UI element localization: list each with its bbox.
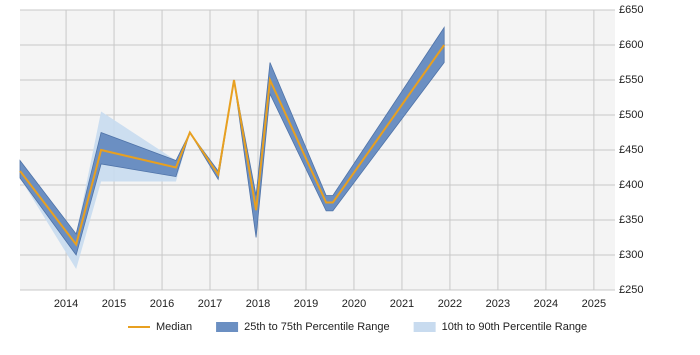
median-line [19, 44, 445, 247]
x-tick-label: 2015 [102, 298, 126, 310]
y-tick-label: £600 [619, 39, 643, 51]
y-tick-label: £650 [619, 4, 643, 16]
y-tick-label: £550 [619, 74, 643, 86]
x-tick-label: 2022 [438, 298, 462, 310]
x-tick-label: 2019 [294, 298, 318, 310]
x-tick-label: 2016 [150, 298, 174, 310]
y-tick-label: £250 [619, 284, 643, 296]
x-tick-label: 2017 [198, 298, 222, 310]
legend-label: 25th to 75th Percentile Range [244, 321, 390, 333]
legend-swatch [216, 322, 239, 332]
x-tick-label: 2018 [246, 298, 270, 310]
y-tick-label: £300 [619, 249, 643, 261]
y-tick-label: £350 [619, 214, 643, 226]
x-tick-label: 2023 [486, 298, 510, 310]
x-tick-label: 2014 [54, 298, 78, 310]
x-tick-label: 2024 [534, 298, 558, 310]
x-tick-label: 2020 [342, 298, 366, 310]
y-tick-label: £450 [619, 144, 643, 156]
legend-label: 10th to 90th Percentile Range [442, 321, 588, 333]
x-tick-label: 2025 [582, 298, 606, 310]
y-tick-label: £500 [619, 109, 643, 121]
legend-swatch [413, 322, 436, 332]
legend-label: Median [156, 321, 192, 333]
x-tick-label: 2021 [390, 298, 414, 310]
y-tick-label: £400 [619, 179, 643, 191]
